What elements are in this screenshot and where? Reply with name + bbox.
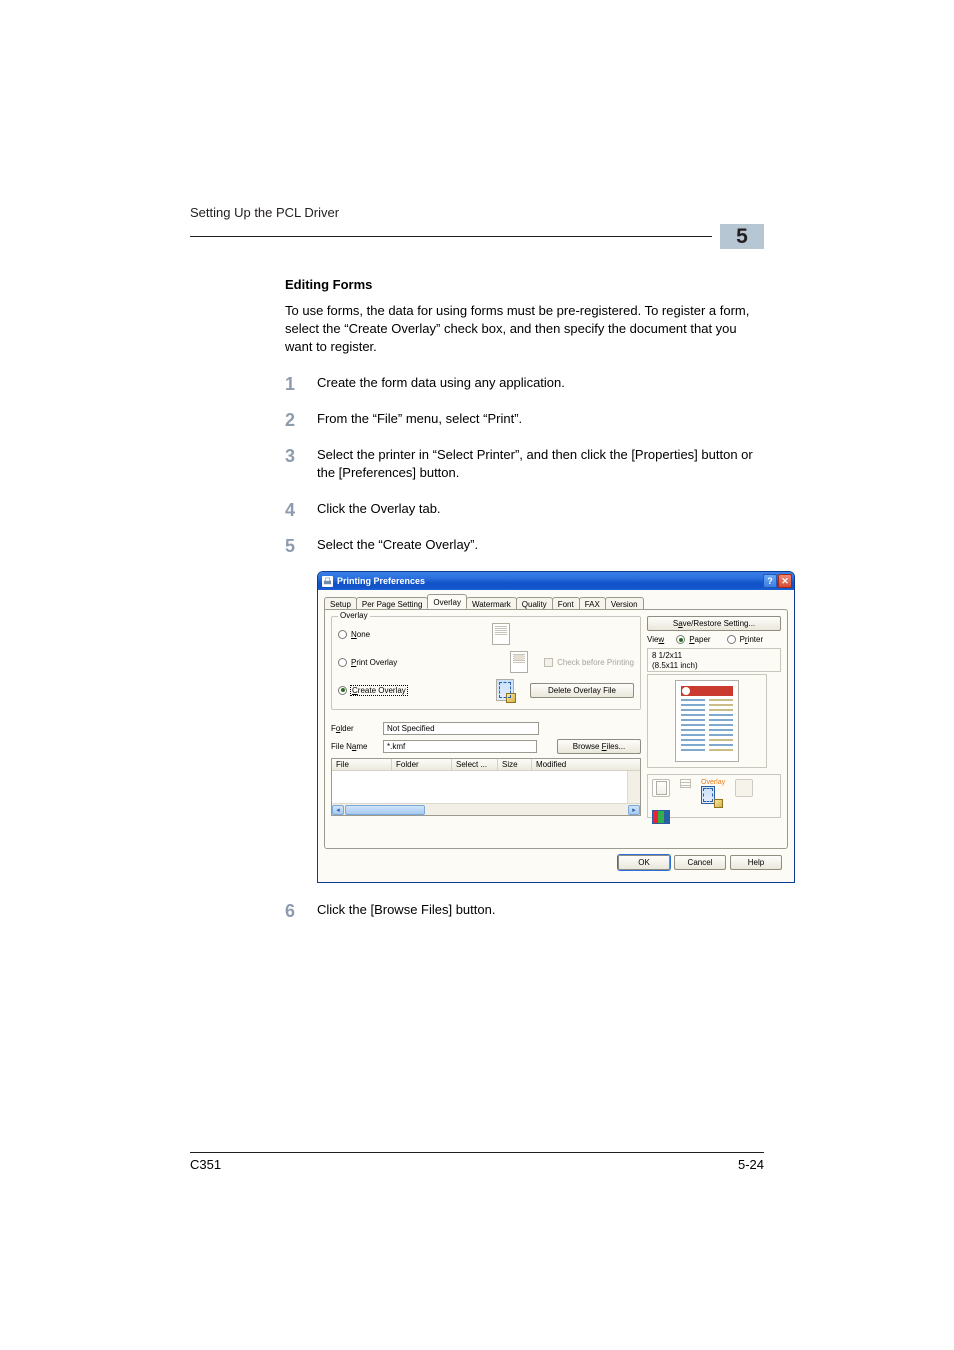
- check-before-printing-checkbox: [544, 658, 553, 667]
- titlebar-close-button[interactable]: ✕: [778, 574, 792, 588]
- folder-row: Folder Not Specified: [331, 722, 641, 735]
- view-paper-label: Paper: [689, 635, 710, 644]
- delete-overlay-file-button[interactable]: Delete Overlay File: [530, 683, 634, 698]
- step-1: Create the form data using any applicati…: [285, 374, 763, 392]
- scroll-right-arrow[interactable]: ▸: [628, 805, 640, 815]
- chapter-badge: 5: [720, 224, 764, 249]
- footer-model: C351: [190, 1157, 221, 1172]
- status-document-icon: [652, 779, 670, 797]
- paper-size-line1: 8 1/2x11: [652, 651, 776, 661]
- paper-size-info: 8 1/2x11 (8.5x11 inch): [647, 648, 781, 672]
- status-overlay-icon: [701, 786, 721, 806]
- scroll-thumb[interactable]: [345, 805, 425, 815]
- radio-print-indicator: [338, 658, 347, 667]
- step-3: Select the printer in “Select Printer”, …: [285, 446, 763, 482]
- status-icons-panel: Overlay: [647, 774, 781, 818]
- view-paper-radio[interactable]: [676, 635, 685, 644]
- view-printer-label: Printer: [740, 635, 764, 644]
- view-printer-radio[interactable]: [727, 635, 736, 644]
- dialog-footer: OK Cancel Help: [324, 849, 788, 876]
- folder-label: Folder: [331, 724, 377, 733]
- view-switch-row: View Paper Printer: [647, 635, 781, 644]
- running-header: Setting Up the PCL Driver: [190, 205, 764, 220]
- list-scrollbar-horizontal[interactable]: ◂ ▸: [332, 803, 640, 815]
- overlay-groupbox: Overlay None Pri: [331, 616, 641, 710]
- radio-none-label: None: [351, 630, 370, 639]
- step-2: From the “File” menu, select “Print”.: [285, 410, 763, 428]
- view-label: View: [647, 635, 664, 644]
- filename-row: File Name *.kmf Browse Files...: [331, 739, 641, 754]
- save-restore-setting-button[interactable]: Save/Restore Setting...: [647, 616, 781, 631]
- browse-files-button[interactable]: Browse Files...: [557, 739, 641, 754]
- radio-create-indicator: [338, 686, 347, 695]
- status-stack-icon: [680, 779, 691, 788]
- ok-button[interactable]: OK: [618, 855, 670, 870]
- mini-preview-create: [496, 679, 514, 701]
- status-overlay-label: Overlay: [701, 779, 725, 786]
- list-scrollbar-vertical[interactable]: [627, 771, 640, 803]
- col-folder[interactable]: Folder: [392, 759, 452, 770]
- list-body: [332, 771, 627, 803]
- scroll-left-arrow[interactable]: ◂: [332, 805, 344, 815]
- filename-label: File Name: [331, 742, 377, 751]
- paper-size-line2: (8.5x11 inch): [652, 661, 776, 671]
- titlebar-help-button[interactable]: ?: [763, 574, 777, 588]
- dialog-titlebar[interactable]: Printing Preferences ? ✕: [318, 572, 794, 590]
- filename-field[interactable]: *.kmf: [383, 740, 537, 753]
- radio-print-overlay[interactable]: Print Overlay Check before Printing: [338, 651, 634, 673]
- footer-page-number: 5-24: [738, 1157, 764, 1172]
- footer-rule: [190, 1152, 764, 1153]
- folder-field: Not Specified: [383, 722, 539, 735]
- radio-create-overlay[interactable]: Create Overlay Delete Overlay File: [338, 679, 634, 701]
- list-header: File Folder Select ... Size Modified: [332, 759, 640, 771]
- check-before-printing-label: Check before Printing: [557, 658, 634, 667]
- dialog-title: Printing Preferences: [337, 576, 762, 586]
- col-select[interactable]: Select ...: [452, 759, 498, 770]
- overlay-files-list[interactable]: File Folder Select ... Size Modified ◂: [331, 758, 641, 816]
- preview-sheet: [675, 680, 739, 762]
- col-modified[interactable]: Modified: [532, 759, 640, 770]
- printing-preferences-dialog: Printing Preferences ? ✕ Setup Per Page …: [317, 571, 795, 883]
- col-file[interactable]: File: [332, 759, 392, 770]
- help-button[interactable]: Help: [730, 855, 782, 870]
- step-4: Click the Overlay tab.: [285, 500, 763, 518]
- radio-print-label: Print Overlay: [351, 658, 397, 667]
- status-disabled-icon: [735, 779, 753, 797]
- mini-preview-none: [492, 623, 510, 645]
- overlay-group-legend: Overlay: [338, 611, 370, 620]
- radio-create-label: Create Overlay: [351, 686, 407, 695]
- intro-paragraph: To use forms, the data for using forms m…: [285, 302, 763, 356]
- tab-overlay[interactable]: Overlay: [427, 594, 467, 609]
- page-preview: [647, 674, 767, 768]
- section-title: Editing Forms: [285, 277, 763, 292]
- printer-icon: [322, 576, 333, 587]
- radio-none[interactable]: None: [338, 623, 634, 645]
- mini-preview-print: [510, 651, 528, 673]
- header-rule: [190, 236, 712, 237]
- step-5: Select the “Create Overlay”.: [285, 536, 763, 554]
- chapter-number: 5: [736, 226, 748, 247]
- radio-none-indicator: [338, 630, 347, 639]
- col-size[interactable]: Size: [498, 759, 532, 770]
- cancel-button[interactable]: Cancel: [674, 855, 726, 870]
- tab-strip: Setup Per Page Setting Overlay Watermark…: [324, 594, 788, 609]
- step-6: Click the [Browse Files] button.: [285, 901, 763, 919]
- status-account-icon: [652, 810, 670, 824]
